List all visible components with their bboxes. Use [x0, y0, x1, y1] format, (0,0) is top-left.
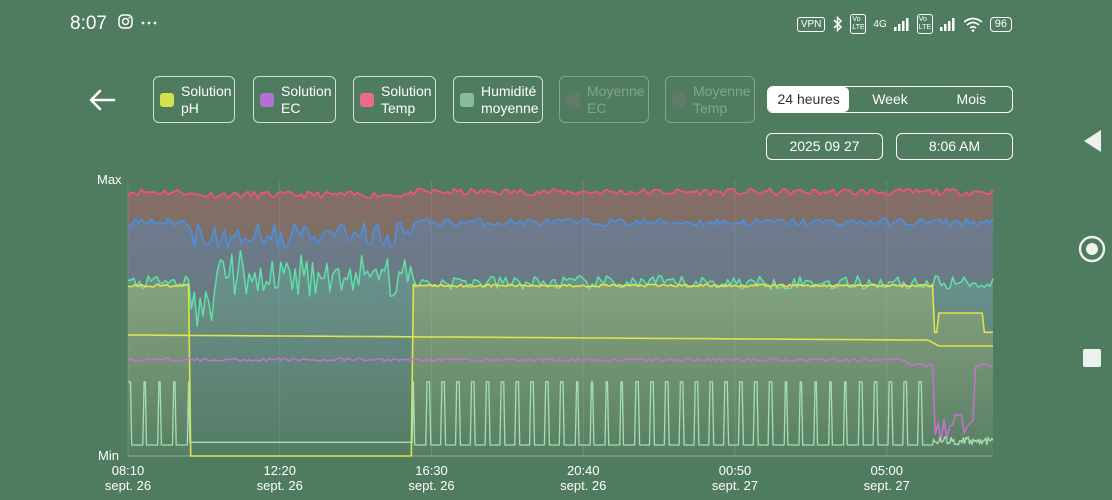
time-picker[interactable]: 8:06 AM — [896, 133, 1013, 160]
legend-line1: Moyenne — [693, 82, 751, 99]
legend-chip-solution-temp[interactable]: Solution Temp — [353, 76, 436, 123]
network-type: 4G — [873, 18, 887, 30]
legend-chip-solution-ec[interactable]: Solution EC — [253, 76, 336, 123]
signal-icon-2 — [939, 17, 955, 31]
x-tick-date: sept. 27 — [864, 478, 910, 493]
x-tick-date: sept. 26 — [105, 478, 151, 493]
legend-swatch — [260, 92, 274, 107]
legend-chip-solution-ph[interactable]: Solution pH — [153, 76, 235, 123]
range-tab-week[interactable]: Week — [872, 91, 908, 107]
status-time: 8:07 — [70, 13, 107, 34]
pump-series-line — [128, 381, 994, 446]
ph-series-line — [127, 283, 993, 457]
nav-recents-icon[interactable] — [1083, 349, 1101, 367]
x-tick-time: 05:00 — [870, 463, 903, 478]
legend-line2: EC — [281, 99, 301, 116]
volte-badge-1: Vo LTE — [850, 14, 867, 34]
legend-line1: Moyenne — [587, 82, 645, 99]
x-tick-date: sept. 27 — [712, 478, 758, 493]
nav-back-icon[interactable] — [1084, 130, 1101, 152]
legend-swatch — [160, 92, 174, 107]
more-icon — [141, 21, 157, 25]
legend-swatch — [460, 92, 474, 107]
legend-line1: Solution — [381, 82, 432, 99]
instagram-icon — [118, 14, 133, 29]
bluetooth-icon — [833, 16, 843, 32]
x-tick-date: sept. 26 — [408, 478, 454, 493]
temp-series-line — [127, 187, 994, 200]
x-tick-time: 12:20 — [263, 463, 296, 478]
y-label-min: Min — [98, 448, 119, 463]
wifi-icon — [963, 17, 983, 32]
legend-line1: Solution — [281, 82, 332, 99]
legend-line2: pH — [181, 99, 199, 116]
legend-line2: EC — [587, 99, 607, 116]
status-bar: 8:07 VPN Vo LTE 4G Vo LTE 96 — [0, 0, 1040, 48]
time-range-switch: 24 heures Week Mois — [767, 86, 1013, 113]
x-tick-time: 16:30 — [415, 463, 448, 478]
ec-series-line — [127, 357, 994, 443]
x-tick-time: 08:10 — [112, 463, 145, 478]
range-tab-month[interactable]: Mois — [956, 91, 987, 107]
battery-icon: 96 — [989, 16, 1012, 32]
blue-series-line — [127, 217, 994, 249]
y-label-max: Max — [97, 172, 122, 187]
legend-chip-moyenne-ec[interactable]: Moyenne EC — [559, 76, 649, 123]
legend-swatch — [672, 92, 686, 107]
x-tick-date: sept. 26 — [560, 478, 606, 493]
legend-chip-moyenne-temp[interactable]: Moyenne Temp — [665, 76, 755, 123]
x-tick-time: 00:50 — [719, 463, 752, 478]
legend-line2: Temp — [381, 99, 416, 116]
ph-series-area — [128, 284, 993, 456]
navigation-bar — [1078, 130, 1106, 367]
x-tick-date: sept. 26 — [257, 478, 303, 493]
ph-trend-series-line — [127, 334, 993, 347]
x-tick-time: 20:40 — [567, 463, 600, 478]
legend-line2: moyenne — [481, 99, 539, 116]
legend-line2: Temp — [693, 99, 728, 116]
legend-line1: Humidité — [481, 82, 537, 99]
volte-badge-2: Vo LTE — [916, 14, 933, 34]
nav-home-icon[interactable] — [1078, 235, 1106, 263]
legend-swatch — [360, 92, 374, 107]
legend-swatch — [566, 92, 580, 107]
range-tab-24h[interactable]: 24 heures — [768, 87, 850, 112]
signal-icon-1 — [893, 17, 909, 31]
back-arrow-icon[interactable] — [84, 82, 120, 118]
legend-chip-humidite-moyenne[interactable]: Humidité moyenne — [453, 76, 543, 123]
date-picker[interactable]: 2025 09 27 — [766, 133, 883, 160]
legend-line1: Solution — [181, 82, 232, 99]
vpn-badge: VPN — [796, 16, 826, 32]
